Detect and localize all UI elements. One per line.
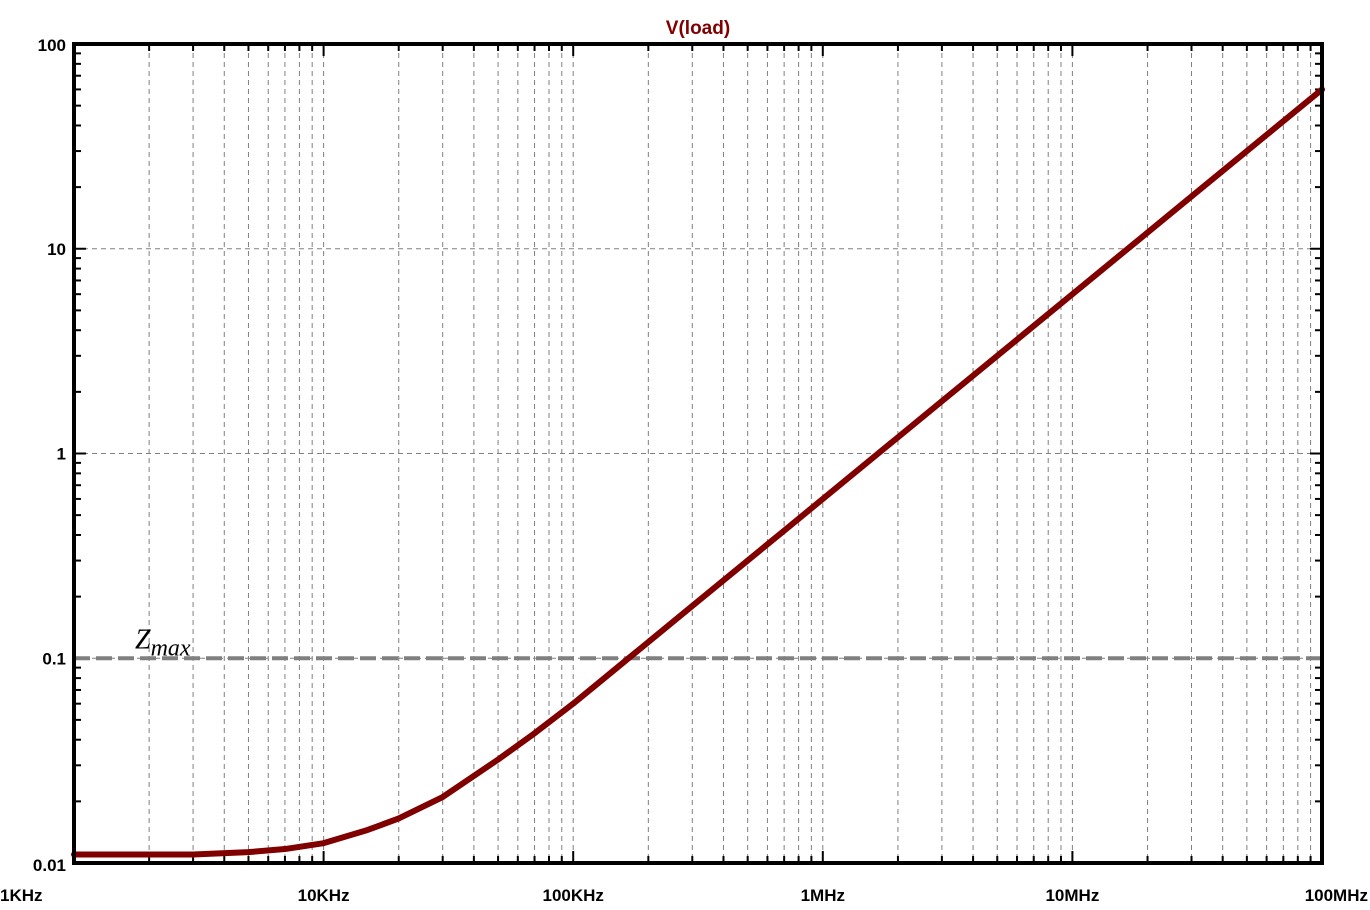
y-tick-label: 0.1 xyxy=(42,649,66,668)
plot-frame xyxy=(72,42,1324,865)
reference-line-label: Zmax xyxy=(135,624,191,661)
series-layer xyxy=(71,86,1325,858)
reference-lines: Zmax xyxy=(74,624,1322,661)
series-line xyxy=(71,86,1325,858)
tick-labels: 1KHz 10KHz 100KHz 1MHz 10MHz 100MHz 0.01 0.1 1 10… xyxy=(0,36,1368,905)
y-tick-label: 10 xyxy=(47,240,66,259)
y-tick-label: 1 xyxy=(57,445,66,464)
chart-title: V(load) xyxy=(666,18,730,39)
x-tick-label: 100MHz xyxy=(1305,886,1368,905)
x-tick-label: 1KHz xyxy=(0,886,43,905)
y-tick-label: 100 xyxy=(38,36,66,55)
grid-lines xyxy=(74,44,1322,863)
x-tick-label: 10KHz xyxy=(298,886,350,905)
y-tick-label: 0.01 xyxy=(33,856,66,875)
x-tick-label: 10MHz xyxy=(1045,886,1099,905)
x-tick-label: 1MHz xyxy=(801,886,845,905)
x-tick-label: 100KHz xyxy=(542,886,603,905)
